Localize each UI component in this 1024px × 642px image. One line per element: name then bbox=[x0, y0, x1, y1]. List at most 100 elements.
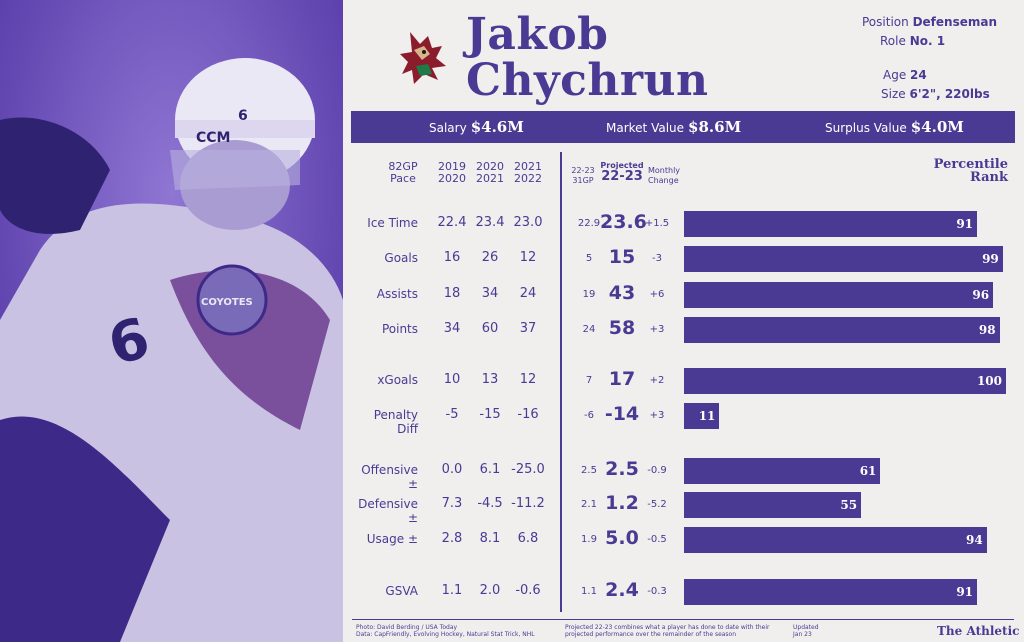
header-2020-2021: 2020 2021 bbox=[476, 160, 504, 185]
value-monthly-change: +3 bbox=[649, 324, 665, 335]
percentile-bar: 55 bbox=[684, 492, 862, 518]
value-2020-2021: 23.4 bbox=[475, 215, 505, 230]
player-last-name: Chychrun bbox=[466, 55, 709, 106]
data-credit: Data: CapFriendly, Evolving Hockey, Natu… bbox=[356, 631, 535, 638]
row-label: Assists bbox=[376, 287, 418, 301]
updated-date: Jan 23 bbox=[793, 631, 812, 638]
value-2019-2020: 16 bbox=[443, 250, 461, 265]
percentile-value: 96 bbox=[972, 288, 990, 302]
value-2021-2022: -11.2 bbox=[511, 496, 545, 511]
value-2021-2022: -0.6 bbox=[515, 583, 541, 598]
header-percentile-rank: Percentile Rank bbox=[933, 157, 1008, 185]
footer-rule bbox=[352, 619, 1014, 620]
value-2020-2021: -4.5 bbox=[477, 496, 503, 511]
photo-credit: Photo: David Berding / USA Today bbox=[356, 624, 458, 631]
value-2019-2020: 7.3 bbox=[441, 496, 463, 511]
percentile-value: 98 bbox=[978, 323, 996, 337]
percentile-value: 91 bbox=[956, 217, 974, 231]
value-2019-2020: 1.1 bbox=[441, 583, 463, 598]
value-projected: 1.2 bbox=[605, 492, 639, 514]
position-info: Position Defenseman bbox=[862, 15, 997, 29]
value-2019-2020: -5 bbox=[445, 407, 459, 422]
role-value: No. 1 bbox=[909, 34, 946, 48]
surplus-value: Surplus Value $4.0M bbox=[825, 118, 964, 136]
value-2019-2020: 0.0 bbox=[441, 462, 463, 477]
row-label: Goals bbox=[384, 251, 418, 265]
value-2019-2020: 2.8 bbox=[441, 531, 463, 546]
value-monthly-change: -3 bbox=[652, 253, 662, 264]
value-current: 22.9 bbox=[577, 218, 601, 229]
position-value: Defenseman bbox=[912, 15, 997, 29]
value-2021-2022: 12 bbox=[519, 372, 537, 387]
helmet-brand: CCM bbox=[196, 130, 230, 146]
percentile-value: 99 bbox=[982, 252, 999, 266]
percentile-bar: 100 bbox=[684, 368, 1006, 394]
helmet-number: 6 bbox=[238, 108, 248, 124]
player-name: Jakob Chychrun bbox=[466, 12, 709, 104]
contract-summary-bar: Salary $4.6M Market Value $8.6M Surplus Va… bbox=[351, 111, 1015, 143]
header-current: 22-23 31GP bbox=[571, 166, 595, 185]
crest-text: COYOTES bbox=[201, 297, 253, 308]
value-current: 7 bbox=[585, 375, 593, 386]
row-label: Defensive ± bbox=[358, 497, 418, 525]
salary: Salary $4.6M bbox=[429, 118, 524, 136]
value-2020-2021: 8.1 bbox=[479, 531, 501, 546]
market-value: Market Value $8.6M bbox=[606, 118, 742, 136]
value-2019-2020: 10 bbox=[443, 372, 461, 387]
value-monthly-change: +6 bbox=[649, 289, 665, 300]
brand-logo: The Athletic bbox=[937, 624, 1020, 638]
player-photo: 6 6 CCM COYOTES bbox=[0, 0, 343, 642]
value-monthly-change: +3 bbox=[649, 410, 665, 421]
value-current: 1.1 bbox=[581, 586, 597, 597]
value-2019-2020: 22.4 bbox=[437, 215, 467, 230]
value-2020-2021: 34 bbox=[481, 286, 499, 301]
player-first-name: Jakob bbox=[466, 9, 609, 60]
header-pace: 82GP Pace bbox=[388, 160, 418, 185]
value-monthly-change: -0.3 bbox=[647, 586, 667, 597]
value-2019-2020: 18 bbox=[443, 286, 461, 301]
percentile-value: 55 bbox=[840, 498, 858, 512]
percentile-value: 94 bbox=[965, 533, 983, 547]
percentile-bar: 96 bbox=[684, 282, 994, 308]
size-value: 6'2", 220lbs bbox=[909, 87, 990, 101]
header-projected: 22-23 bbox=[601, 169, 643, 184]
role-info: Role No. 1 bbox=[880, 34, 946, 48]
percentile-bar: 91 bbox=[684, 579, 978, 605]
surplus-value-amount: $4.0M bbox=[910, 118, 964, 136]
value-2021-2022: -25.0 bbox=[511, 462, 545, 477]
value-projected: 23.6 bbox=[600, 211, 647, 233]
value-current: 24 bbox=[582, 324, 596, 335]
coyotes-logo-icon bbox=[400, 32, 446, 84]
value-projected: 58 bbox=[608, 317, 636, 339]
row-label: Penalty Diff bbox=[373, 408, 418, 436]
percentile-bar: 91 bbox=[684, 211, 978, 237]
percentile-bar: 98 bbox=[684, 317, 1000, 343]
value-2020-2021: -15 bbox=[479, 407, 501, 422]
value-projected: 43 bbox=[608, 282, 636, 304]
percentile-bar: 11 bbox=[684, 403, 720, 429]
value-current: 1.9 bbox=[581, 534, 597, 545]
value-2020-2021: 13 bbox=[481, 372, 499, 387]
market-value-amount: $8.6M bbox=[688, 118, 742, 136]
value-2021-2022: 24 bbox=[519, 286, 537, 301]
value-monthly-change: -0.5 bbox=[647, 534, 667, 545]
row-label: Ice Time bbox=[367, 216, 418, 230]
value-2019-2020: 34 bbox=[443, 321, 461, 336]
row-label: Offensive ± bbox=[361, 463, 418, 491]
size-info: Size 6'2", 220lbs bbox=[881, 87, 990, 101]
age-value: 24 bbox=[910, 68, 927, 82]
row-label: Points bbox=[381, 322, 418, 336]
value-monthly-change: -0.9 bbox=[647, 465, 667, 476]
value-monthly-change: -5.2 bbox=[647, 499, 667, 510]
percentile-bar: 99 bbox=[684, 246, 1003, 272]
header-monthly-change: Monthly Change bbox=[648, 166, 681, 185]
value-projected: 17 bbox=[608, 368, 636, 390]
value-2021-2022: 37 bbox=[519, 321, 537, 336]
value-projected: 15 bbox=[608, 246, 636, 268]
age-info: Age 24 bbox=[883, 68, 927, 82]
value-2021-2022: 23.0 bbox=[513, 215, 543, 230]
value-current: 2.5 bbox=[581, 465, 597, 476]
percentile-value: 100 bbox=[976, 374, 1002, 388]
salary-value: $4.6M bbox=[470, 118, 524, 136]
value-monthly-change: +1.5 bbox=[644, 218, 670, 229]
